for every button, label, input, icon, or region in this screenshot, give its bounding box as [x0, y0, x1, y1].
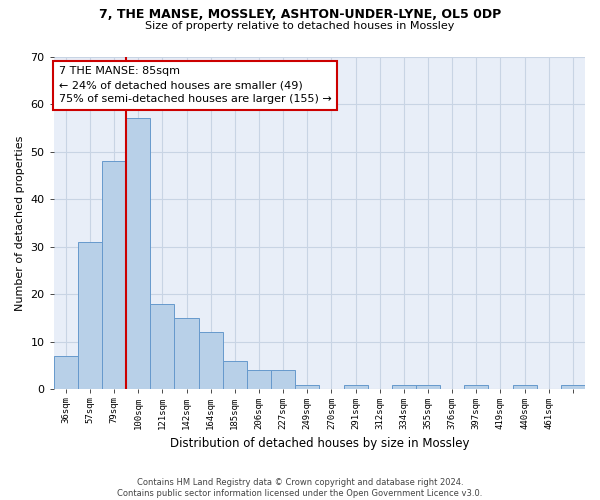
- Text: 7 THE MANSE: 85sqm
← 24% of detached houses are smaller (49)
75% of semi-detache: 7 THE MANSE: 85sqm ← 24% of detached hou…: [59, 66, 332, 104]
- Bar: [102, 161, 126, 390]
- Bar: [223, 361, 247, 390]
- Bar: [464, 384, 488, 390]
- Bar: [344, 384, 368, 390]
- Bar: [199, 332, 223, 390]
- Bar: [295, 384, 319, 390]
- Bar: [512, 384, 537, 390]
- Bar: [126, 118, 151, 390]
- Bar: [175, 318, 199, 390]
- Bar: [54, 356, 78, 390]
- Bar: [561, 384, 585, 390]
- Text: Size of property relative to detached houses in Mossley: Size of property relative to detached ho…: [145, 21, 455, 31]
- Bar: [247, 370, 271, 390]
- Bar: [78, 242, 102, 390]
- Bar: [151, 304, 175, 390]
- X-axis label: Distribution of detached houses by size in Mossley: Distribution of detached houses by size …: [170, 437, 469, 450]
- Bar: [271, 370, 295, 390]
- Text: Contains HM Land Registry data © Crown copyright and database right 2024.
Contai: Contains HM Land Registry data © Crown c…: [118, 478, 482, 498]
- Bar: [392, 384, 416, 390]
- Y-axis label: Number of detached properties: Number of detached properties: [15, 136, 25, 310]
- Bar: [416, 384, 440, 390]
- Text: 7, THE MANSE, MOSSLEY, ASHTON-UNDER-LYNE, OL5 0DP: 7, THE MANSE, MOSSLEY, ASHTON-UNDER-LYNE…: [99, 8, 501, 20]
